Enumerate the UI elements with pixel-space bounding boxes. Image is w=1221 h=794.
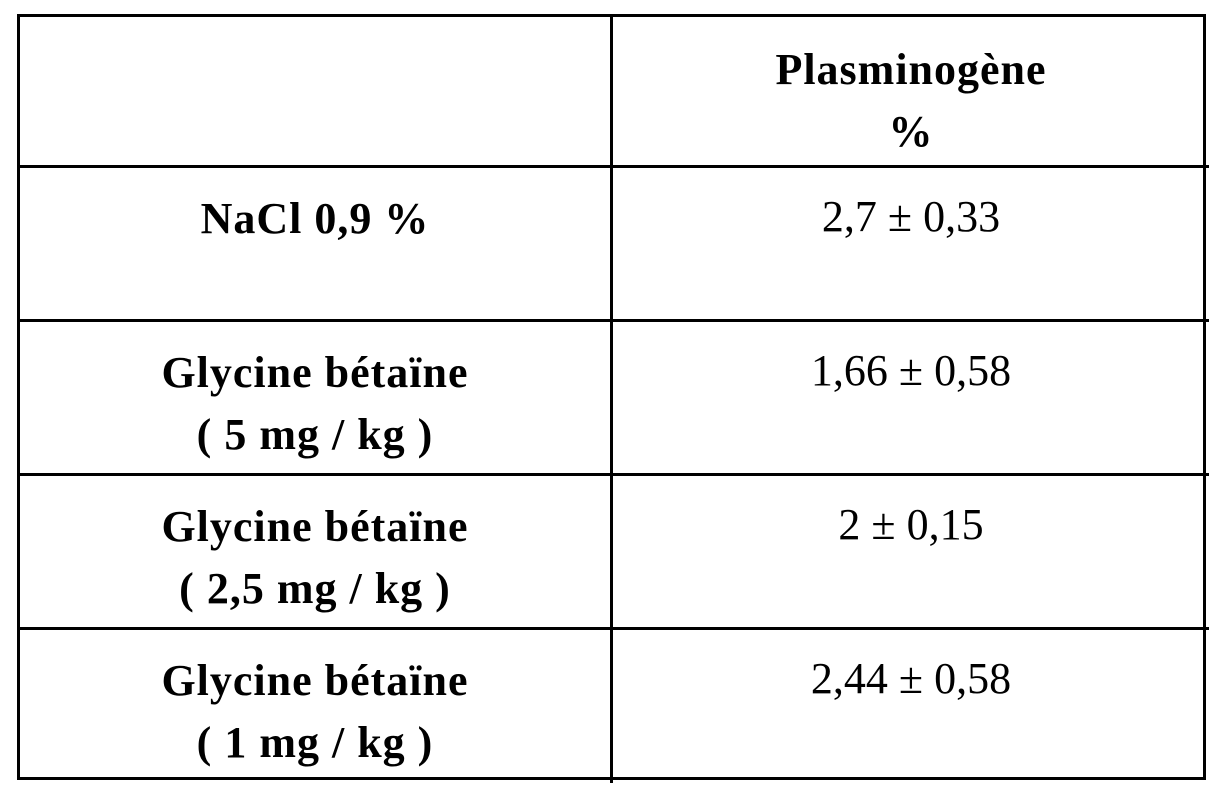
data-table: Plasminogène % NaCl 0,9 % 2,7 ± 0,33 Gly…	[17, 14, 1206, 780]
header-unit: %	[889, 101, 934, 163]
row-label-cell: Glycine bétaïne ( 5 mg / kg )	[20, 322, 613, 476]
row-label: Glycine bétaïne	[161, 496, 468, 558]
row-value: 2 ± 0,15	[838, 494, 983, 556]
row-label: Glycine bétaïne	[161, 650, 468, 712]
row-value: 2,44 ± 0,58	[811, 648, 1011, 710]
header-title: Plasminogène	[775, 39, 1046, 101]
row-value-cell: 1,66 ± 0,58	[613, 322, 1209, 476]
row-label-cell: NaCl 0,9 %	[20, 168, 613, 322]
row-value-cell: 2,7 ± 0,33	[613, 168, 1209, 322]
row-label: NaCl 0,9 %	[201, 188, 430, 250]
row-label-cell: Glycine bétaïne ( 1 mg / kg )	[20, 630, 613, 783]
row-label: Glycine bétaïne	[161, 342, 468, 404]
row-dose: ( 2,5 mg / kg )	[179, 558, 451, 620]
row-label-cell: Glycine bétaïne ( 2,5 mg / kg )	[20, 476, 613, 630]
header-plasminogen-cell: Plasminogène %	[613, 17, 1209, 168]
row-value-cell: 2 ± 0,15	[613, 476, 1209, 630]
row-dose: ( 1 mg / kg )	[197, 712, 434, 774]
row-dose: ( 5 mg / kg )	[197, 404, 434, 466]
row-value: 1,66 ± 0,58	[811, 340, 1011, 402]
header-empty-cell	[20, 17, 613, 168]
row-value-cell: 2,44 ± 0,58	[613, 630, 1209, 783]
row-value: 2,7 ± 0,33	[822, 186, 1000, 248]
